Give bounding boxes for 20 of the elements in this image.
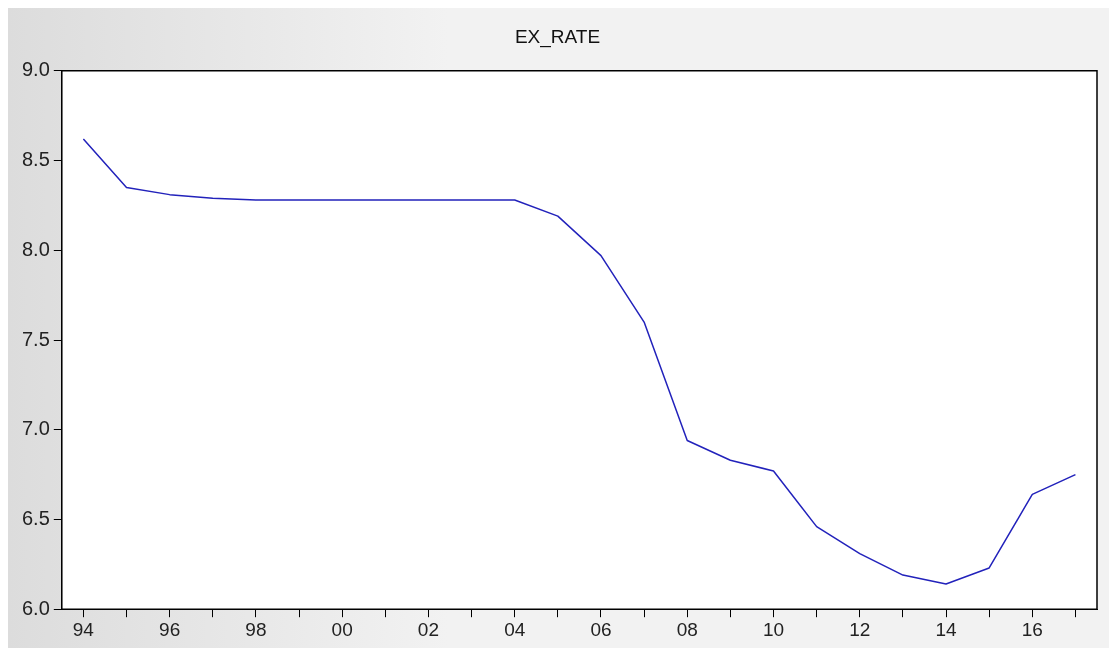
x-tick-label: 98 bbox=[245, 618, 267, 640]
x-tick-label: 94 bbox=[72, 618, 95, 640]
y-tick-label: 7.0 bbox=[21, 417, 50, 440]
x-tick-label: 00 bbox=[331, 618, 353, 640]
y-tick-label: 6.0 bbox=[21, 596, 50, 619]
y-tick-label: 7.5 bbox=[21, 327, 50, 350]
x-tick-label: 02 bbox=[417, 618, 440, 640]
x-tick-label: 96 bbox=[159, 618, 181, 640]
x-tick-label: 14 bbox=[935, 618, 958, 640]
chart-title: EX_RATE bbox=[514, 25, 601, 48]
x-tick-label: 12 bbox=[849, 618, 871, 640]
x-tick-label: 16 bbox=[1021, 618, 1043, 640]
x-tick-label: 06 bbox=[590, 618, 612, 640]
x-tick-label: 10 bbox=[762, 618, 785, 640]
x-tick-label: 04 bbox=[504, 618, 526, 640]
y-tick-label: 9.0 bbox=[21, 58, 50, 81]
x-tick-label: 08 bbox=[676, 618, 698, 640]
y-tick-label: 8.5 bbox=[21, 148, 50, 171]
y-tick-label: 8.0 bbox=[21, 237, 50, 260]
y-tick-label: 6.5 bbox=[21, 506, 50, 529]
